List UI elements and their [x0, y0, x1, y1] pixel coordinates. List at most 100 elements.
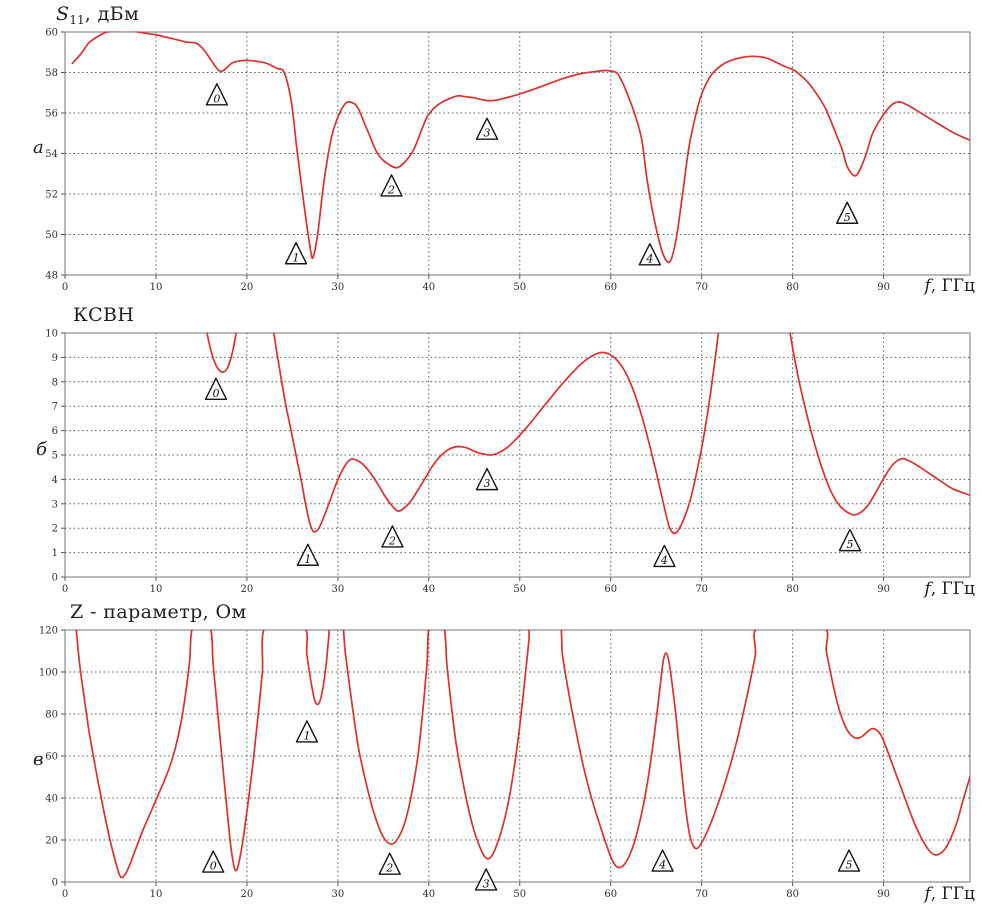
y-tick-label: 7: [52, 402, 58, 413]
x-tick-label: 50: [513, 584, 526, 595]
y-tick-label: 100: [39, 668, 58, 679]
marker-number: 1: [304, 553, 311, 566]
y-tick-label: 54: [45, 149, 58, 160]
x-tick-label: 40: [422, 889, 435, 900]
y-tick-label: 8: [52, 377, 58, 388]
x-tick-label: 20: [241, 584, 254, 595]
x-tick-label: 60: [604, 584, 617, 595]
resonance-marker-1: 1: [295, 720, 319, 743]
vswr-title: КСВН: [73, 304, 134, 326]
x-tick-label: 50: [513, 889, 526, 900]
y-tick-label: 4: [52, 475, 58, 486]
y-tick-label: 58: [45, 68, 58, 79]
panel-letter-b: б: [36, 439, 47, 460]
s11-title-units: , дБм: [84, 3, 140, 25]
marker-number: 1: [303, 729, 310, 742]
triangle-marker-icon: [475, 467, 499, 491]
panel-letter-a: а: [33, 137, 44, 158]
y-tick-label: 2: [52, 524, 58, 535]
y-tick-label: 20: [45, 836, 58, 847]
marker-number: 4: [658, 859, 666, 872]
y-tick-label: 60: [45, 752, 58, 763]
resonance-marker-2: 2: [378, 852, 401, 875]
marker-number: 3: [484, 127, 491, 140]
resonance-marker-5: 5: [838, 528, 862, 552]
x-tick-label: 10: [150, 282, 163, 293]
x-tick-label: 80: [786, 584, 799, 595]
z-param-title: Z - параметр, Ом: [70, 601, 247, 623]
resonance-marker-1: 1: [284, 242, 308, 265]
triangle-marker-icon: [836, 201, 859, 224]
y-tick-label: 60: [45, 28, 58, 39]
triangle-marker-icon: [837, 849, 861, 872]
triangle-marker-icon: [653, 544, 676, 568]
y-tick-label: 5: [52, 451, 58, 462]
triangle-marker-icon: [381, 525, 404, 548]
resonance-marker-5: 5: [836, 201, 859, 224]
marker-number: 5: [846, 538, 853, 551]
y-tick-label: 52: [45, 190, 58, 201]
triangle-marker-icon: [651, 849, 674, 872]
vswr-title-text: КСВН: [73, 304, 135, 326]
x-tick-label: 30: [331, 282, 344, 293]
s11-x-axis-label: f, ГГц: [893, 276, 975, 296]
y-tick-label: 50: [45, 230, 58, 241]
triangle-marker-icon: [638, 243, 662, 266]
resonance-marker-5: 5: [837, 849, 861, 872]
marker-number: 3: [484, 477, 491, 490]
triangle-marker-icon: [475, 117, 499, 140]
y-tick-label: 80: [45, 710, 58, 721]
triangle-marker-icon: [378, 852, 401, 875]
z-param-title-text: Z - параметр, Ом: [70, 601, 247, 623]
x-tick-label: 10: [150, 889, 163, 900]
s11-resonance-markers: 0 1 2 3 4 5: [205, 83, 859, 266]
x-tick-label: 0: [62, 282, 68, 293]
resonance-marker-1: 1: [296, 543, 320, 566]
y-tick-label: 40: [45, 794, 58, 805]
y-tick-label: 3: [52, 499, 58, 510]
y-tick-label: 10: [45, 329, 58, 340]
marker-number: 0: [213, 92, 220, 105]
vswr-curve: [206, 332, 970, 535]
s11-x-axis-symbol: f: [924, 276, 931, 296]
resonance-marker-4: 4: [638, 243, 662, 266]
triangle-marker-icon: [204, 377, 228, 401]
x-tick-label: 30: [331, 584, 344, 595]
triangle-marker-icon: [296, 543, 320, 566]
y-tick-label: 6: [52, 426, 58, 437]
vswr-x-axis-label: f, ГГц: [893, 579, 975, 599]
x-tick-label: 30: [331, 889, 344, 900]
resonance-marker-2: 2: [381, 525, 404, 548]
panel-letter-v: в: [33, 749, 44, 770]
x-tick-label: 40: [422, 282, 435, 293]
marker-number: 0: [210, 860, 217, 873]
resonance-marker-2: 2: [380, 174, 403, 197]
resonance-marker-3: 3: [474, 868, 498, 891]
x-tick-label: 0: [62, 889, 68, 900]
x-tick-label: 70: [695, 584, 708, 595]
x-tick-label: 40: [422, 584, 435, 595]
z-param-x-axis-symbol: f: [924, 884, 931, 904]
z-param-x-axis-units: , ГГц: [930, 884, 975, 904]
x-tick-label: 90: [877, 584, 890, 595]
marker-number: 0: [212, 387, 219, 400]
z-param-x-axis-label: f, ГГц: [893, 884, 975, 904]
marker-number: 2: [387, 183, 395, 196]
resonance-marker-0: 0: [205, 83, 229, 106]
resonance-marker-3: 3: [475, 467, 499, 491]
y-tick-label: 120: [39, 626, 58, 637]
x-tick-label: 80: [786, 889, 799, 900]
x-tick-label: 20: [241, 282, 254, 293]
vswr-resonance-markers: 0 1 2 3 4 5: [204, 377, 862, 568]
x-tick-label: 0: [62, 584, 68, 595]
marker-number: 1: [293, 251, 300, 264]
marker-number: 2: [385, 862, 393, 875]
marker-number: 4: [660, 554, 668, 567]
x-tick-label: 90: [877, 282, 890, 293]
s11-curve: [71, 31, 970, 264]
s11-x-axis-units: , ГГц: [930, 276, 975, 296]
